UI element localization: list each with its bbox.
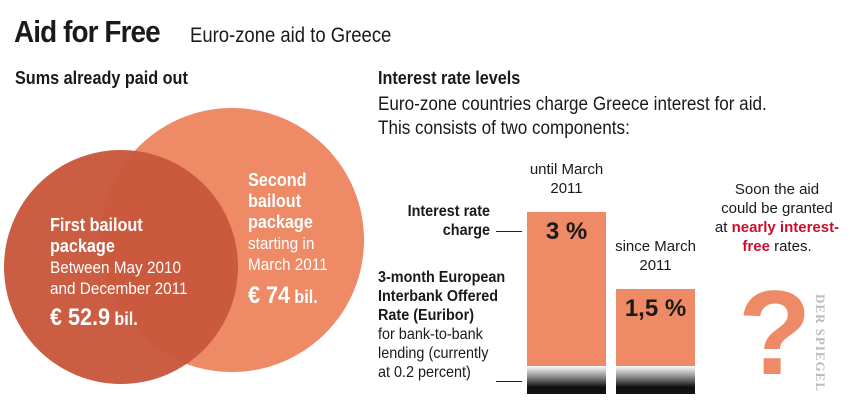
bar-value-label: 1,5 % [624, 295, 687, 322]
bar-value-label: 3 % [545, 218, 588, 245]
first-title-2: package [50, 236, 115, 256]
euribor-1: 3-month European [378, 269, 506, 286]
first-line-2: and December 2011 [50, 279, 188, 298]
second-line-1: starting in [248, 234, 315, 253]
bar-category-line: since March [615, 238, 696, 255]
bar-base-gradient [527, 366, 606, 394]
credit-logo: DER SPIEGEL [813, 293, 828, 393]
euribor-3: Rate (Euribor) [378, 307, 475, 324]
bar: 1,5 % [616, 289, 695, 366]
first-package-text: First bailout package Between May 2010 a… [50, 215, 188, 330]
bar-category-label: since March 2011 [596, 237, 715, 275]
first-package-circle [4, 150, 238, 384]
note-4: rates. [774, 238, 812, 255]
intro-line-1: Euro-zone countries charge Greece intere… [378, 94, 767, 115]
second-title-2: bailout [248, 191, 302, 211]
bar-category-line: 2011 [550, 180, 583, 197]
page-title: Aid for Free [14, 14, 161, 49]
first-amount: € 52.9 [50, 304, 111, 331]
question-mark-icon: ? [738, 266, 812, 400]
intro-line-2: This consists of two components: [378, 118, 630, 139]
euribor-4: for bank-to-bank [378, 326, 483, 343]
euribor-tick [496, 381, 522, 382]
second-title-3: package [248, 212, 313, 232]
note-1: Soon the aid [734, 181, 820, 198]
second-title-1: Second [248, 170, 307, 190]
note-highlight-1: nearly interest- [731, 219, 840, 236]
second-package-text: Second bailout package starting in March… [248, 170, 328, 308]
interest-heading: Interest rate levels [378, 68, 521, 88]
second-line-2: March 2011 [248, 255, 328, 274]
first-unit: bil. [114, 309, 138, 329]
bar-category-line: 2011 [639, 257, 672, 274]
charge-label-2: charge [442, 222, 490, 239]
bar-category-label: until March 2011 [507, 160, 626, 198]
bar-category-line: until March [529, 161, 604, 178]
note-3: at [714, 219, 728, 236]
second-amount: € 74 [248, 282, 291, 309]
note-highlight-2: free [742, 238, 770, 255]
bar: 3 % [527, 212, 606, 366]
euribor-2: Interbank Offered [378, 288, 499, 305]
second-unit: bil. [294, 287, 318, 307]
charge-label-1: Interest rate [407, 203, 490, 220]
first-title-1: First bailout [50, 215, 143, 235]
bar-base-gradient [616, 366, 695, 394]
euribor-6: at 0.2 percent) [378, 364, 471, 381]
charge-label: Interest rate charge [400, 202, 490, 240]
first-line-1: Between May 2010 [50, 258, 181, 277]
euribor-5: lending (currently [378, 345, 489, 362]
sums-heading: Sums already paid out [15, 68, 188, 88]
note-2: could be granted [721, 200, 833, 217]
note-text: Soon the aid could be granted at nearly … [712, 180, 842, 256]
charge-tick [496, 231, 522, 232]
page-subtitle: Euro-zone aid to Greece [190, 24, 392, 47]
euribor-label: 3-month European Interbank Offered Rate … [378, 268, 505, 382]
